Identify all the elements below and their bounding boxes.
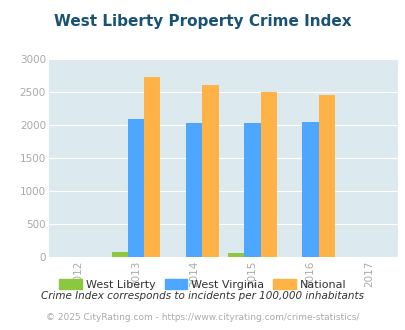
Bar	[260, 92, 276, 257]
Bar	[302, 122, 318, 257]
Bar	[185, 123, 202, 257]
Bar	[227, 253, 244, 257]
Bar	[144, 77, 160, 257]
Text: Crime Index corresponds to incidents per 100,000 inhabitants: Crime Index corresponds to incidents per…	[41, 291, 364, 301]
Bar	[202, 85, 218, 257]
Text: West Liberty Property Crime Index: West Liberty Property Crime Index	[54, 14, 351, 29]
Bar	[128, 119, 144, 257]
Bar	[318, 95, 334, 257]
Text: © 2025 CityRating.com - https://www.cityrating.com/crime-statistics/: © 2025 CityRating.com - https://www.city…	[46, 313, 359, 322]
Bar	[111, 252, 128, 257]
Bar	[244, 123, 260, 257]
Legend: West Liberty, West Virginia, National: West Liberty, West Virginia, National	[55, 275, 350, 294]
